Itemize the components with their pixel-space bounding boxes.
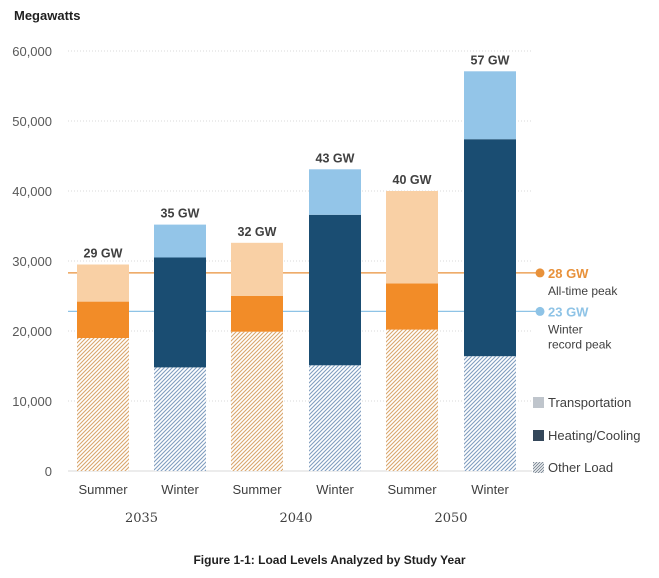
bar-total-label: 32 GW xyxy=(238,225,277,239)
x-axis-ticks: Summer Winter Summer Winter Summer Winter2035… xyxy=(78,482,509,526)
bar-heating-cooling-4 xyxy=(386,283,438,330)
legend-swatch-heating-cooling xyxy=(533,430,544,441)
x-tick-label: Summer xyxy=(78,482,128,497)
bar-other-load-2 xyxy=(231,331,283,471)
bar-total-label: 29 GW xyxy=(84,247,123,261)
y-tick-label: 40,000 xyxy=(12,184,52,199)
reference-label: 23 GW xyxy=(548,304,589,319)
legend-label: Other Load xyxy=(548,460,613,475)
bar-other-load-5 xyxy=(464,356,516,471)
reference-label: 28 GW xyxy=(548,266,589,281)
stacked-bar-chart: 0 10,000 20,000 30,000 40,000 50,000 60,000 29… xyxy=(12,44,641,526)
y-tick-label: 10,000 xyxy=(12,394,52,409)
legend-swatch-transportation xyxy=(533,397,544,408)
gridlines xyxy=(68,50,532,472)
y-tick-label: 50,000 xyxy=(12,114,52,129)
y-axis-title: Megawatts xyxy=(14,8,81,23)
bar-total-label: 35 GW xyxy=(161,207,200,221)
x-tick-label: Winter xyxy=(316,482,354,497)
legend-swatch-other-load xyxy=(533,462,544,473)
bar-transportation-5 xyxy=(464,71,516,140)
bar-other-load-1 xyxy=(154,367,206,471)
bar-transportation-4 xyxy=(386,191,438,284)
bar-heating-cooling-5 xyxy=(464,139,516,357)
legend-label: Heating/Cooling xyxy=(548,428,641,443)
bar-total-label: 57 GW xyxy=(471,53,510,67)
bar-total-label: 40 GW xyxy=(393,173,432,187)
y-axis-ticks: 0 10,000 20,000 30,000 40,000 50,000 60,000 xyxy=(12,44,52,479)
y-tick-label: 0 xyxy=(45,464,52,479)
reference-lines xyxy=(68,272,539,313)
bar-heating-cooling-1 xyxy=(154,257,206,368)
bar-other-load-0 xyxy=(77,338,129,471)
bar-heating-cooling-2 xyxy=(231,296,283,332)
y-tick-label: 60,000 xyxy=(12,44,52,59)
x-group-label: 2035 xyxy=(125,511,158,526)
x-tick-label: Winter xyxy=(161,482,199,497)
x-tick-label: Summer xyxy=(387,482,437,497)
bar-heating-cooling-3 xyxy=(309,214,361,366)
reference-sublabel: All-time peak xyxy=(548,284,618,298)
bar-transportation-1 xyxy=(154,224,206,258)
reference-marker xyxy=(535,268,545,278)
x-group-label: 2050 xyxy=(434,511,467,526)
x-tick-label: Summer xyxy=(232,482,282,497)
bar-transportation-3 xyxy=(309,169,361,215)
bar-transportation-0 xyxy=(77,264,129,302)
figure-caption: Figure 1-1: Load Levels Analyzed by Stud… xyxy=(193,553,466,567)
bar-heating-cooling-0 xyxy=(77,301,129,338)
bar-total-label: 43 GW xyxy=(316,151,355,165)
bar-other-load-3 xyxy=(309,365,361,471)
legend: Transportation Heating/Cooling Other Load xyxy=(533,395,641,475)
bar-total-labels: 29 GW 35 GW 32 GW 43 GW 40 GW 57 GW xyxy=(84,53,510,260)
y-tick-label: 30,000 xyxy=(12,254,52,269)
bar-other-load-4 xyxy=(386,329,438,471)
reference-sublabel: Winter xyxy=(548,322,583,336)
x-tick-label: Winter xyxy=(471,482,509,497)
bars xyxy=(77,71,516,471)
legend-label: Transportation xyxy=(548,395,631,410)
bar-transportation-2 xyxy=(231,242,283,296)
reference-sublabel: record peak xyxy=(548,337,612,351)
reference-marker xyxy=(535,306,545,316)
y-tick-label: 20,000 xyxy=(12,324,52,339)
x-group-label: 2040 xyxy=(279,511,312,526)
